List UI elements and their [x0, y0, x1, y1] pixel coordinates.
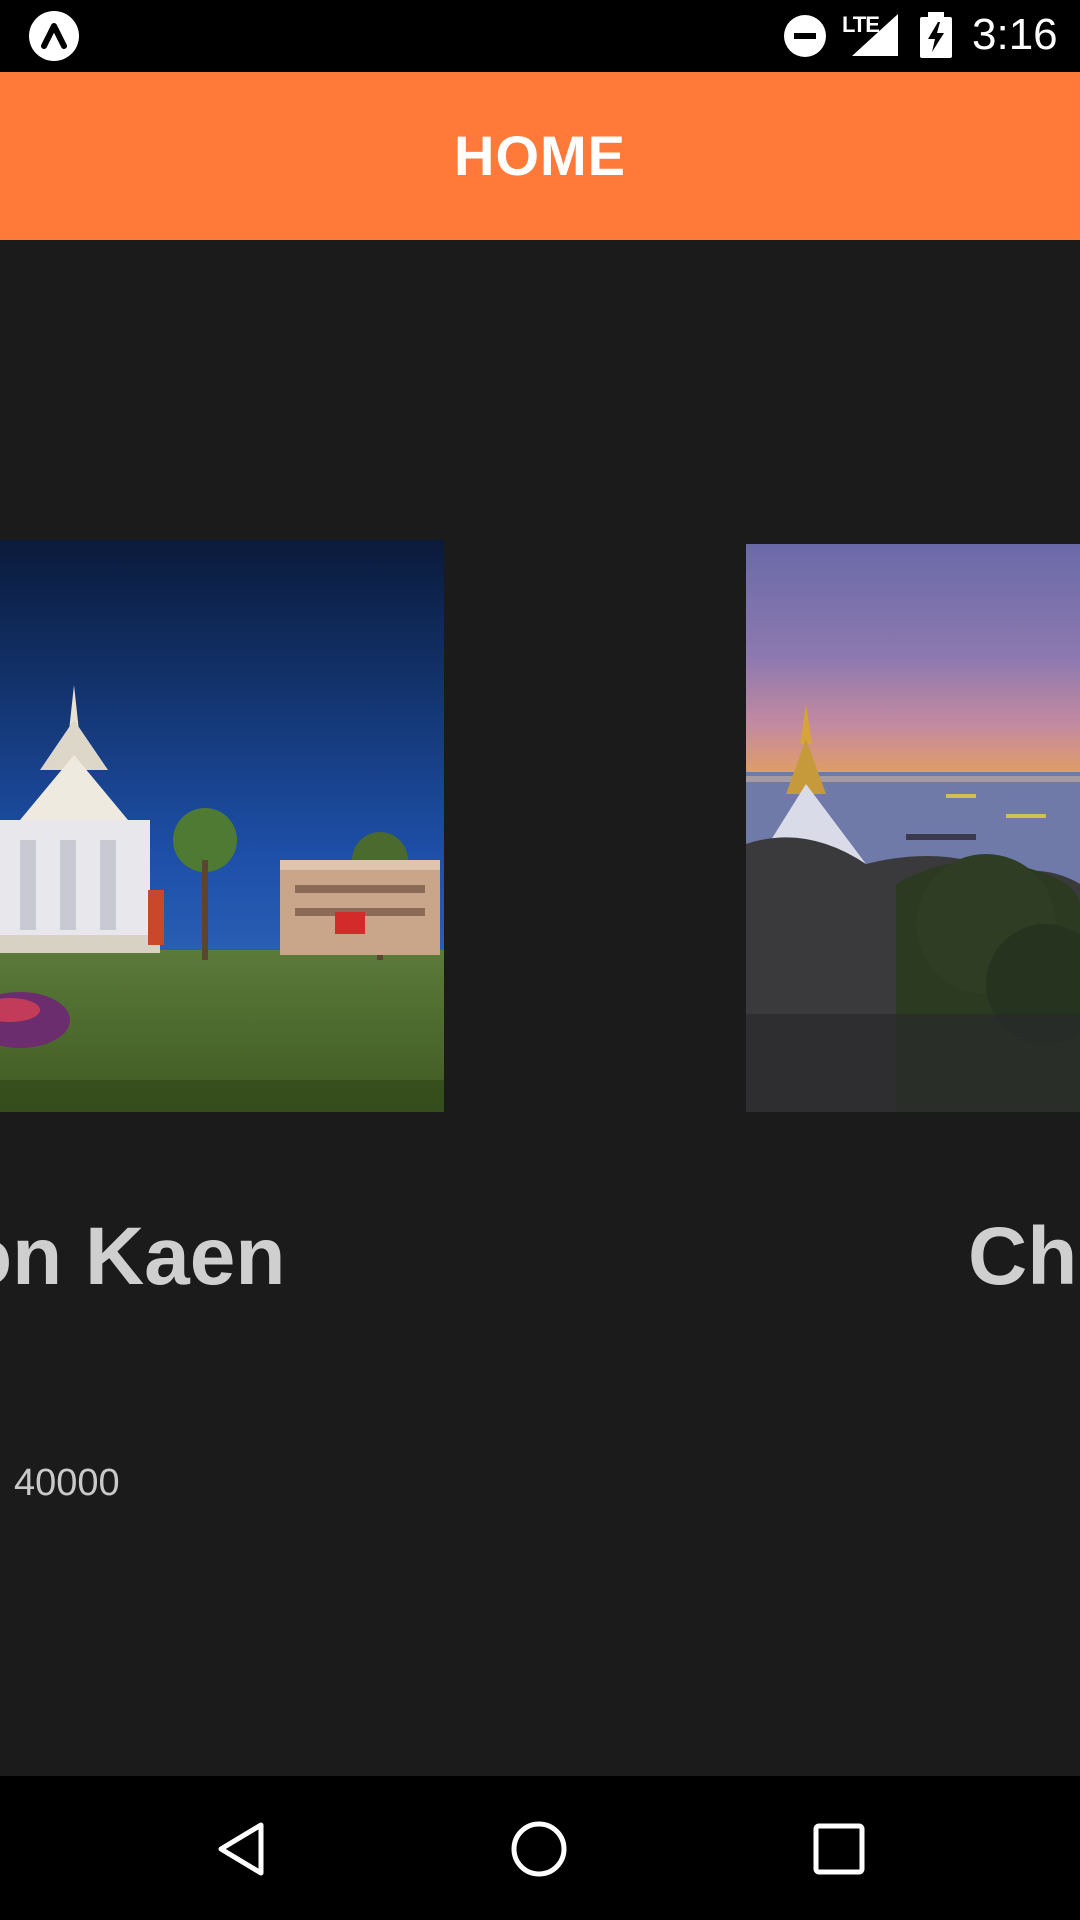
page-title: HOME — [454, 124, 626, 187]
back-icon — [218, 1822, 264, 1876]
card-image-khon-kaen[interactable] — [0, 540, 444, 1112]
signal-icon — [852, 14, 898, 56]
city-carousel[interactable]: on Kaen Ch 40000 — [0, 240, 1080, 1776]
navigation-bar — [0, 1776, 1080, 1920]
app-header: HOME — [0, 72, 1080, 240]
card-title-khon-kaen: on Kaen — [0, 1211, 286, 1302]
do-not-disturb-icon — [784, 15, 826, 57]
clock: 3:16 — [972, 10, 1058, 59]
home-button[interactable] — [494, 1804, 584, 1894]
home-icon — [511, 1821, 567, 1877]
network-type: LTE — [842, 12, 880, 37]
status-bar: LTE 3:16 — [0, 0, 1080, 72]
recent-apps-icon — [813, 1823, 865, 1875]
card-title-ch: Ch — [968, 1211, 1078, 1302]
battery-charging-icon — [920, 12, 952, 58]
back-button[interactable] — [196, 1804, 286, 1894]
recent-apps-button[interactable] — [794, 1804, 884, 1894]
card-zip-khon-kaen: 40000 — [14, 1462, 120, 1504]
app-notification-icon — [29, 11, 79, 61]
card-image-ch[interactable] — [746, 544, 1080, 1112]
